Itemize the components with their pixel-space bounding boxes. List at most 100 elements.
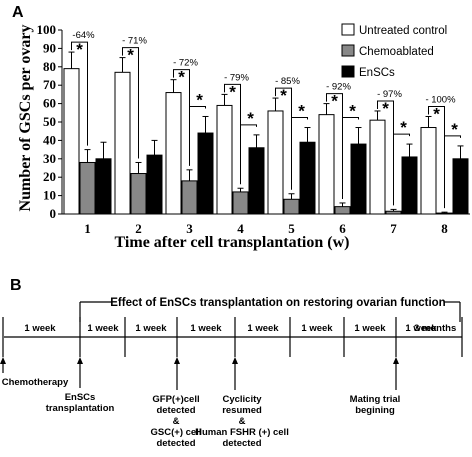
- significance-bracket: [173, 69, 190, 166]
- bar-chemoablated: [79, 161, 96, 215]
- bar-chemoablated: [334, 206, 351, 215]
- timeline-segment-label: 1 week: [135, 323, 167, 334]
- significance-star: *: [451, 120, 458, 139]
- bar-control: [318, 114, 335, 215]
- significance-bracket: [326, 93, 343, 199]
- timeline-diagram: Effect of EnSCs transplantation on resto…: [0, 297, 463, 449]
- significance-star: *: [76, 40, 83, 59]
- significance-star: *: [331, 92, 338, 111]
- bar-enscs: [299, 141, 316, 215]
- significance-star: *: [298, 102, 305, 121]
- legend-label: EnSCs: [359, 67, 395, 79]
- significance-bracket: [189, 105, 206, 109]
- percent-reduction-label: - 92%: [326, 82, 351, 93]
- x-axis-title: Time after cell transplantation (w): [115, 234, 350, 251]
- significance-bracket: [71, 41, 88, 146]
- bar-enscs: [248, 147, 265, 215]
- percent-reduction-label: - 100%: [425, 94, 456, 105]
- significance-star: *: [196, 90, 203, 109]
- bar-enscs: [95, 158, 112, 215]
- x-tick-label: 7: [390, 221, 397, 236]
- y-tick-label: 40: [43, 132, 56, 147]
- timeline-event-label: Cyclicity: [222, 394, 262, 405]
- legend-swatch: [341, 44, 355, 57]
- significance-bracket: [122, 47, 139, 159]
- y-tick-label: 80: [43, 59, 56, 74]
- significance-star: *: [127, 46, 134, 65]
- timeline-event-label: Mating trial: [350, 394, 401, 405]
- y-tick-label: 10: [43, 188, 56, 203]
- timeline-event-label: detected: [156, 405, 195, 416]
- event-arrowhead: [174, 357, 180, 364]
- timeline-segment-label: 1 week: [405, 323, 437, 334]
- timeline-segment-label: 1 week: [301, 323, 333, 334]
- bar-chemoablated: [232, 191, 249, 215]
- event-arrowhead: [232, 357, 238, 364]
- bar-control: [267, 110, 284, 215]
- significance-bracket: [444, 135, 461, 138]
- y-axis-ticks: 0 10 20 30 40 50 60 70 80 90 100: [37, 22, 62, 221]
- y-tick-label: 60: [43, 96, 56, 111]
- bar-marks: [63, 51, 469, 215]
- significance-star: *: [382, 99, 389, 118]
- event-arrowhead: [77, 357, 83, 364]
- timeline-segment-label: 1 week: [247, 323, 279, 334]
- y-tick-label: 20: [43, 169, 56, 184]
- timeline-segment-label: 1 week: [24, 323, 56, 334]
- bar-enscs: [146, 154, 163, 215]
- significance-star: *: [400, 118, 407, 137]
- bar-chemoablated: [283, 198, 300, 215]
- timeline-segment-label: 1 week: [190, 323, 222, 334]
- bar-control: [165, 92, 182, 215]
- significance-annotations: *-64%*- 71%**- 72%**- 79%**- 85%**- 92%*…: [71, 30, 461, 209]
- x-tick-label: 6: [339, 221, 346, 236]
- percent-reduction-label: -64%: [72, 30, 95, 41]
- timeline-event-label: detected: [222, 438, 261, 449]
- y-tick-label: 90: [43, 40, 56, 55]
- significance-bracket: [393, 133, 410, 137]
- significance-star: *: [280, 86, 287, 105]
- event-arrowhead: [0, 357, 6, 364]
- significance-star: *: [229, 82, 236, 101]
- timeline-event-label: &: [173, 416, 180, 427]
- timeline-event-label: Chemotherapy: [2, 377, 69, 388]
- significance-star: *: [247, 109, 254, 128]
- significance-bracket: [428, 105, 445, 209]
- timeline-event-label: EnSCs: [65, 392, 96, 403]
- bar-control: [114, 71, 131, 215]
- x-tick-label: 2: [135, 221, 142, 236]
- panel-a-label: A: [12, 4, 24, 21]
- timeline-event-label: Human FSHR (+) cell: [195, 427, 289, 438]
- legend-swatch: [341, 65, 355, 78]
- y-tick-label: 50: [43, 114, 56, 129]
- significance-star: *: [349, 102, 356, 121]
- bar-enscs: [401, 156, 418, 215]
- bar-control: [369, 119, 386, 215]
- panel-b-label: B: [10, 277, 22, 294]
- bar-chemoablated: [181, 180, 198, 215]
- x-tick-label: 4: [237, 221, 244, 236]
- percent-reduction-label: - 85%: [275, 76, 300, 87]
- significance-bracket: [240, 124, 257, 127]
- legend-label: Untreated control: [359, 25, 447, 37]
- x-tick-label: 8: [441, 221, 448, 236]
- x-tick-label: 1: [84, 221, 91, 236]
- x-tick-label: 3: [186, 221, 193, 236]
- x-axis-ticks: 1 2 3 4 5 6 7 8: [84, 221, 448, 236]
- bar-enscs: [452, 158, 469, 215]
- timeline-segment-label: 1 week: [354, 323, 386, 334]
- timeline-event-label: GFP(+)cell: [152, 394, 199, 405]
- timeline-event-label: detected: [156, 438, 195, 449]
- bar-control: [216, 104, 233, 215]
- y-tick-label: 30: [43, 151, 56, 166]
- y-tick-label: 100: [37, 22, 57, 37]
- event-arrowhead: [393, 357, 399, 364]
- bar-enscs: [197, 132, 214, 215]
- percent-reduction-label: - 79%: [224, 72, 249, 83]
- legend-label: Chemoablated: [359, 46, 434, 58]
- timeline-segments: 1 week 1 week 1 week 1 week 1 week 1 week 1 we…: [2, 317, 463, 357]
- significance-star: *: [178, 68, 185, 87]
